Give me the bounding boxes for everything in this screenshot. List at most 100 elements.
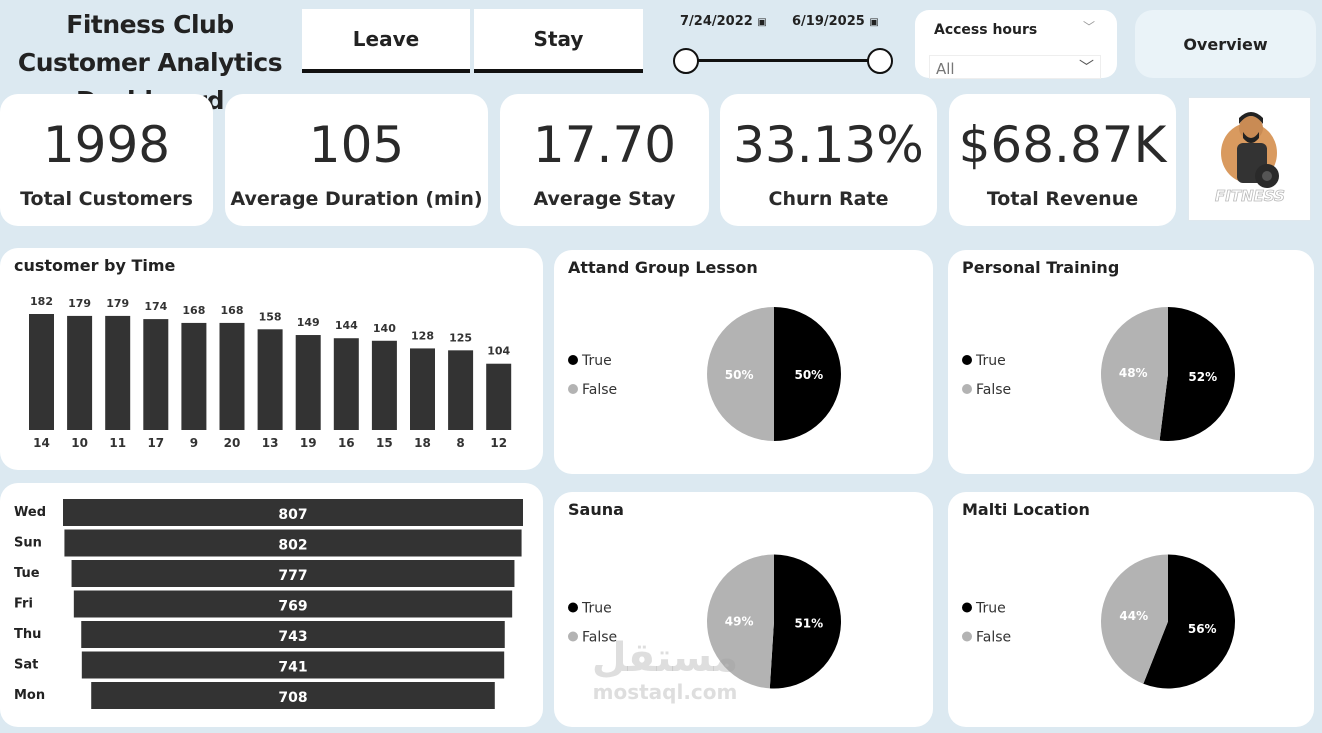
legend-label: True: [581, 601, 612, 617]
legend-label: False: [582, 382, 617, 398]
data-label: 168: [221, 304, 244, 317]
kpi-value: $68.87K: [958, 116, 1167, 174]
funnel-bar[interactable]: [63, 499, 523, 526]
data-label: 174: [144, 300, 167, 313]
category-label: Tue: [14, 566, 40, 581]
bar[interactable]: [67, 315, 93, 430]
data-label: 104: [487, 345, 510, 358]
slider-handle-end[interactable]: [867, 48, 893, 74]
pie-card-multi-location: Malti Location 56% True 44% False: [948, 492, 1314, 727]
overview-button[interactable]: Overview: [1135, 10, 1316, 78]
logo-image: FITNESS: [1215, 112, 1285, 205]
bar[interactable]: [295, 335, 321, 430]
funnel-bar[interactable]: [81, 651, 505, 679]
pie-slice-false[interactable]: [706, 554, 774, 689]
category-label: Wed: [14, 505, 46, 520]
bar[interactable]: [257, 329, 283, 430]
data-label: 144: [335, 319, 358, 332]
tab-leave[interactable]: Leave: [302, 9, 470, 73]
category-label: Sat: [14, 658, 38, 673]
bar[interactable]: [486, 363, 512, 430]
logo-text: FITNESS: [1215, 187, 1285, 205]
kpi-total-revenue: $68.87K Total Revenue: [949, 94, 1176, 226]
legend-marker: [962, 631, 972, 642]
legend-marker: [568, 355, 578, 365]
x-tick-label: 18: [414, 436, 431, 450]
data-label: 179: [106, 297, 129, 310]
pie-slice-true[interactable]: [1159, 307, 1235, 441]
funnel-bar[interactable]: [81, 621, 505, 648]
funnel-bar[interactable]: [73, 590, 513, 618]
bar[interactable]: [448, 350, 474, 430]
data-label: 52%: [1188, 370, 1217, 384]
bar[interactable]: [29, 314, 54, 430]
legend-label: True: [975, 601, 1006, 617]
funnel-bar[interactable]: [71, 560, 515, 587]
kpi-value: 33.13%: [733, 116, 924, 174]
chevron-down-icon: ﹀: [1078, 58, 1094, 76]
bar[interactable]: [371, 340, 397, 430]
kpi-value: 17.70: [532, 116, 677, 174]
tab-stay[interactable]: Stay: [474, 9, 643, 73]
pie-slice-true[interactable]: [1143, 554, 1235, 689]
fitness-logo: FITNESS: [1188, 97, 1311, 221]
x-tick-label: 15: [376, 436, 393, 450]
bar[interactable]: [143, 319, 169, 430]
data-label: 49%: [725, 614, 754, 628]
legend-label: False: [976, 382, 1011, 398]
legend-label: False: [582, 630, 617, 646]
bar[interactable]: [410, 348, 435, 430]
slicer-dropdown[interactable]: All ﹀: [929, 55, 1101, 79]
kpi-average-duration: 105 Average Duration (min): [225, 94, 488, 226]
chart-title: Sauna: [568, 500, 624, 519]
slider-handle-start[interactable]: [673, 48, 699, 74]
data-label: 50%: [725, 368, 754, 382]
date-start-value: 7/24/2022: [680, 14, 753, 29]
pie-chart: 52% True 48% False: [962, 307, 1235, 441]
date-end[interactable]: 6/19/2025 ▣: [792, 14, 879, 29]
funnel-bar[interactable]: [91, 682, 495, 709]
bar[interactable]: [181, 322, 207, 430]
funnel-bar[interactable]: [64, 529, 522, 557]
pie-slice-true[interactable]: [774, 307, 841, 441]
kpi-value: 105: [308, 116, 405, 174]
date-start[interactable]: 7/24/2022 ▣: [680, 14, 767, 29]
kpi-label: Average Stay: [533, 188, 676, 210]
x-tick-label: 10: [71, 436, 88, 450]
data-label: 182: [30, 295, 53, 308]
date-end-value: 6/19/2025: [792, 14, 865, 29]
category-label: Mon: [14, 688, 45, 703]
data-label: 140: [373, 322, 396, 335]
bar[interactable]: [105, 315, 131, 430]
chart-title: customer by Time: [14, 256, 176, 275]
legend-marker: [568, 384, 578, 394]
bar[interactable]: [333, 338, 359, 430]
pie-card-sauna: Sauna 51% True 49% False: [554, 492, 933, 727]
chart-title: Malti Location: [962, 500, 1090, 519]
x-tick-label: 16: [338, 436, 355, 450]
x-tick-label: 13: [262, 436, 279, 450]
x-tick-label: 20: [224, 436, 241, 450]
data-label: 158: [259, 310, 282, 323]
data-label: 777: [278, 568, 307, 584]
kpi-value: 1998: [42, 116, 171, 174]
data-label: 44%: [1119, 609, 1148, 623]
chevron-down-icon[interactable]: ﹀: [1083, 20, 1096, 34]
access-hours-slicer: Access hours ﹀ All ﹀: [915, 10, 1117, 79]
data-label: 128: [411, 329, 434, 342]
legend-marker: [962, 602, 972, 613]
bar[interactable]: [219, 322, 245, 430]
calendar-icon: ▣: [869, 17, 879, 28]
pie-slice-false[interactable]: [1101, 307, 1168, 441]
kpi-label: Churn Rate: [768, 188, 889, 210]
pie-slice-false[interactable]: [707, 307, 774, 441]
x-tick-label: 17: [147, 436, 164, 450]
data-label: 807: [278, 507, 307, 523]
legend-marker: [962, 355, 972, 365]
x-tick-label: 12: [490, 436, 507, 450]
slicer-value: All: [936, 60, 955, 78]
pie-slice-false[interactable]: [1101, 554, 1168, 684]
pie-chart: 51% True 49% False: [568, 554, 841, 689]
pie-slice-true[interactable]: [769, 554, 841, 689]
slicer-label: Access hours: [934, 22, 1038, 38]
